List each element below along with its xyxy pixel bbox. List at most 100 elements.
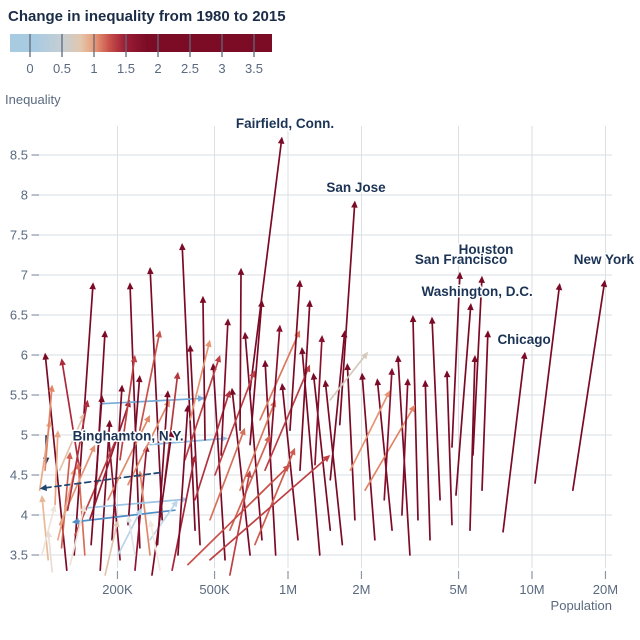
arrow-head	[408, 404, 416, 413]
arrow-shaft	[149, 270, 164, 521]
arrow-head	[428, 316, 436, 324]
arrow-shaft	[249, 302, 263, 446]
arrow-shaft	[129, 285, 141, 549]
arrow-head	[118, 384, 125, 392]
arrow-shaft	[149, 522, 161, 572]
arrow-head	[322, 455, 331, 463]
arrow-head	[296, 279, 303, 288]
arrow-shaft	[209, 430, 245, 521]
arrow-head	[322, 379, 330, 388]
arrow-head	[361, 351, 369, 360]
arrow-head	[262, 359, 269, 367]
city-label: San Francisco	[415, 252, 507, 267]
arrow-shaft	[349, 392, 390, 472]
city-label: New York	[574, 252, 635, 267]
arrow-shaft	[383, 370, 393, 501]
arrow-head	[54, 430, 61, 438]
arrow-head	[555, 283, 563, 291]
x-tick-label: 200K	[102, 582, 133, 597]
arrow-head	[137, 470, 144, 478]
arrow-shaft	[41, 498, 50, 561]
y-tick-label: 4.5	[10, 468, 28, 483]
arrow-shaft	[177, 407, 189, 556]
arrow-shaft	[469, 358, 476, 532]
arrow-head	[125, 515, 133, 523]
city-label: Binghamton, N.Y.	[73, 429, 184, 444]
legend-tick-label: 0.5	[53, 61, 71, 76]
y-tick-label: 7	[21, 268, 28, 283]
legend-tick-label: 0	[26, 61, 33, 76]
arrow-head	[89, 282, 96, 290]
arrow-shaft	[57, 470, 75, 541]
y-tick-label: 7.5	[10, 228, 28, 243]
arrow-shaft	[412, 318, 419, 521]
arrow-shaft	[312, 375, 332, 532]
arrow-head	[520, 351, 528, 360]
arrow-shaft	[58, 415, 85, 472]
arrow-shaft	[61, 361, 81, 472]
city-label: Washington, D.C.	[422, 284, 533, 299]
arrow-shaft	[151, 433, 173, 576]
arrow-head	[199, 295, 207, 303]
arrow-shaft	[431, 319, 441, 501]
x-tick-label: 2M	[352, 582, 370, 597]
arrow-head	[164, 390, 171, 398]
y-axis-title: Inequality	[5, 92, 61, 107]
x-tick-label: 20M	[593, 582, 618, 597]
arrow-head	[394, 355, 402, 363]
arrow-head	[422, 379, 429, 387]
arrow-head	[148, 519, 155, 528]
arrow-head	[388, 367, 395, 375]
arrow-head	[106, 419, 113, 427]
arrow-head	[478, 275, 485, 283]
arrow-head	[113, 519, 120, 528]
arrow-shaft	[229, 473, 251, 576]
arrow-head	[135, 375, 143, 383]
arrow-shaft	[446, 373, 453, 526]
arrow-shaft	[111, 387, 123, 541]
arrow-shaft	[139, 473, 151, 556]
y-tick-label: 5	[21, 428, 28, 443]
arrow-head	[143, 415, 151, 423]
arrow-shaft	[281, 386, 299, 541]
arrow-shaft	[184, 357, 220, 461]
arrow-shaft	[127, 378, 141, 526]
arrow-head	[229, 387, 236, 396]
arrow-shaft	[209, 456, 329, 561]
arrow-head	[279, 383, 286, 391]
arrow-shaft	[329, 333, 346, 481]
x-axis-ticks: 200K 500K 1M 2M 5M 10M 20M	[102, 571, 618, 597]
arrow-shaft	[534, 286, 561, 484]
city-label: Fairfield, Conn.	[236, 116, 334, 131]
arrow-shaft	[571, 282, 606, 492]
arrow-head	[409, 315, 417, 323]
arrow-head	[351, 200, 358, 208]
city-label: San Jose	[326, 180, 386, 195]
arrow-shaft	[66, 402, 88, 512]
arrow-head	[237, 267, 245, 275]
arrow-shaft	[451, 274, 461, 448]
arrow-shaft	[138, 333, 161, 432]
x-axis-title: Population	[551, 598, 612, 613]
legend-tick-label: 1	[90, 61, 97, 76]
arrow-head	[187, 344, 194, 352]
arrow-head	[66, 451, 73, 460]
arrow-head	[50, 504, 57, 513]
arrow-head	[173, 371, 181, 380]
arrow-head	[264, 435, 271, 443]
arrow-shaft	[149, 502, 177, 541]
arrow-shaft	[181, 246, 196, 532]
city-label: Chicago	[497, 332, 550, 347]
legend-tick-label: 2.5	[181, 61, 199, 76]
arrow-head	[190, 455, 197, 463]
y-tick-label: 3.5	[10, 548, 28, 563]
arrow-head	[245, 470, 252, 478]
arrow-shaft	[149, 437, 225, 446]
arrow-head	[359, 372, 366, 380]
arrow-head	[184, 404, 191, 412]
arrow-head	[59, 358, 66, 366]
arrow-head	[79, 504, 87, 513]
arrow-shaft	[239, 270, 242, 432]
arrow-shaft	[249, 139, 283, 392]
